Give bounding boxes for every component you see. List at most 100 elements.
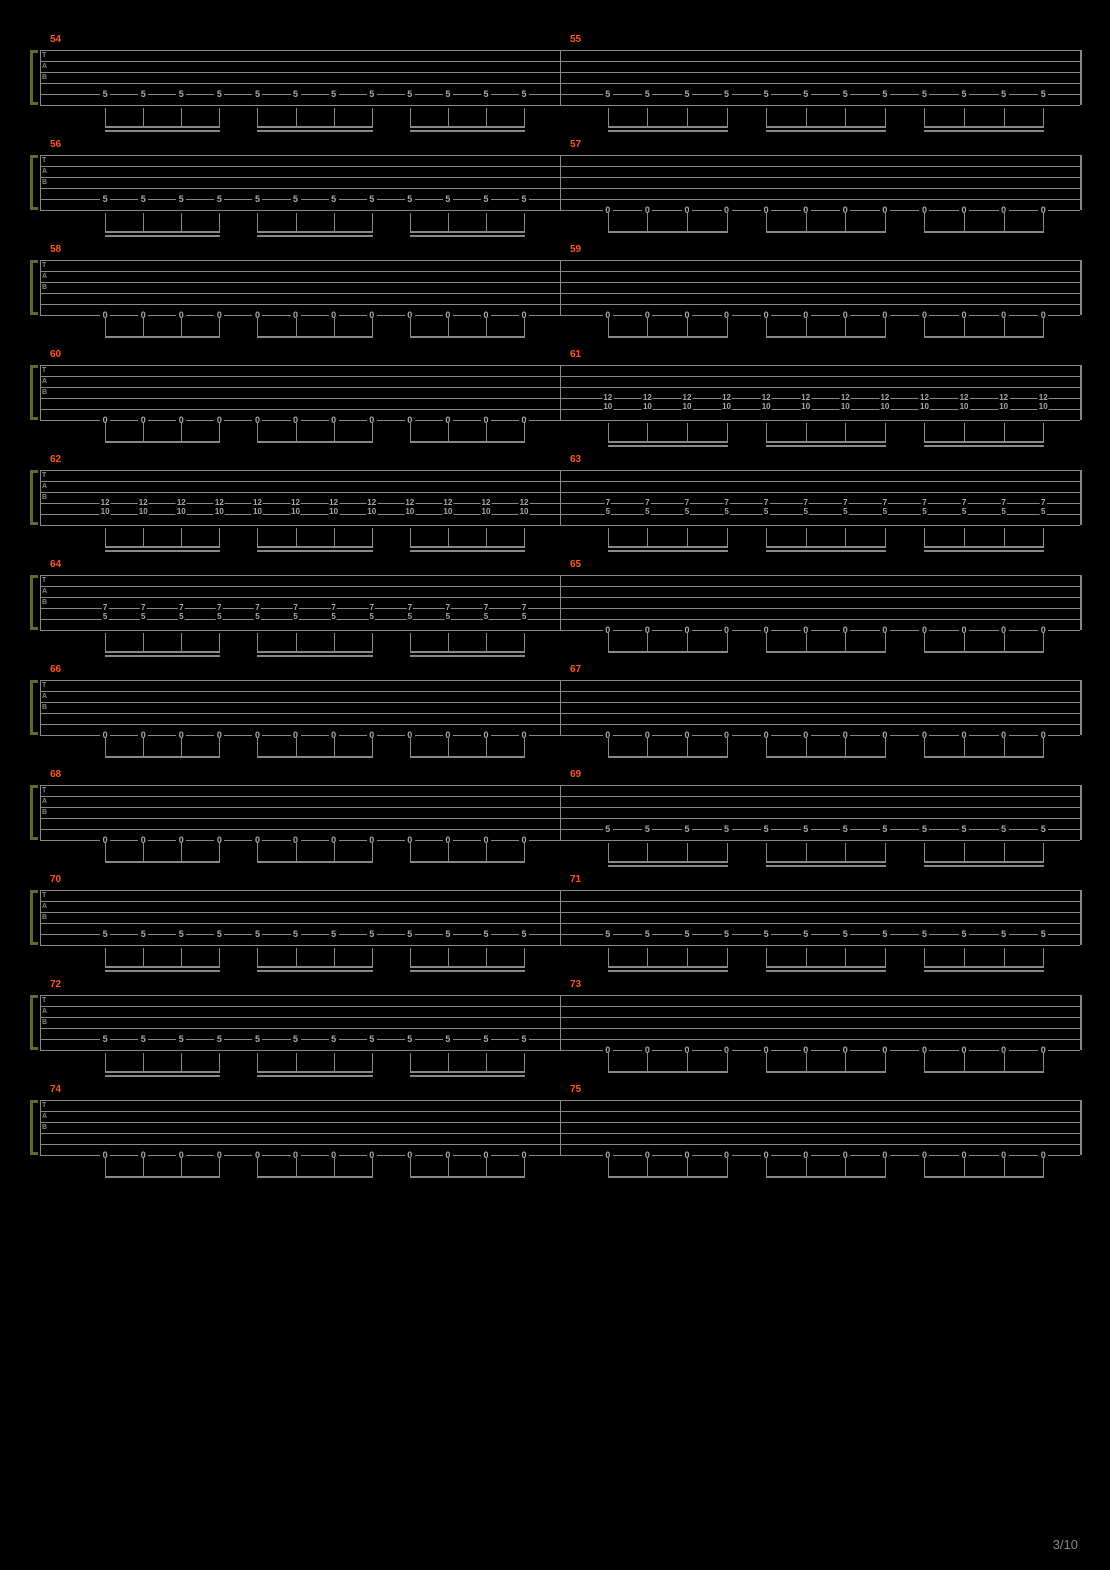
note-stem [448,1158,449,1178]
system-bracket [30,785,38,840]
tab-system: TAB7055555555555571555555555555 [30,870,1080,975]
system-bracket [30,365,38,420]
note-stem [448,948,449,968]
tab-note: 5 [801,929,811,939]
beam [608,1071,728,1073]
barline [560,1100,561,1155]
note-stem [766,738,767,758]
note-stem [727,948,728,968]
note-stem [448,318,449,338]
tab-note: 5 [642,929,652,939]
note-stem [647,213,648,233]
beam [410,126,525,128]
note-stem [687,948,688,968]
note-stem [334,108,335,128]
note-stem [143,738,144,758]
note-stem [410,318,411,338]
note-stem [1043,213,1044,233]
note-stem [964,213,965,233]
tab-note-chord: 75 [407,603,413,621]
tab-staff [40,575,1080,630]
tab-note: 5 [722,89,732,99]
page-number: 3/10 [1053,1537,1078,1552]
beam [105,231,220,233]
note-stem [257,948,258,968]
tab-note-chord: 75 [445,603,451,621]
note-stem [647,633,648,653]
tab-note: 5 [642,824,652,834]
note-stem [845,213,846,233]
barline [40,365,41,420]
note-stem [1043,318,1044,338]
note-stem [1004,948,1005,968]
tab-clef-label: TAB [42,575,47,608]
staff-line [40,420,1080,421]
barline [40,470,41,525]
note-stem [105,633,106,653]
beam [105,756,220,758]
beam [766,651,886,653]
tab-note-chord: 1210 [602,393,613,411]
note-stem [1043,843,1044,863]
note-stem [687,1158,688,1178]
tab-note: 5 [519,1034,529,1044]
note-stem [524,738,525,758]
note-stem [964,528,965,548]
note-stem [845,318,846,338]
tab-clef-label: TAB [42,365,47,398]
tab-note-chord: 75 [102,603,108,621]
tab-note: 5 [291,1034,301,1044]
note-stem [727,1053,728,1073]
note-stem [257,843,258,863]
note-stem [410,738,411,758]
beam [410,966,525,968]
note-stem [1043,738,1044,758]
note-stem [105,948,106,968]
note-stem [105,528,106,548]
measure-number: 62 [50,454,61,465]
tab-note-chord: 75 [140,603,146,621]
note-stem [296,738,297,758]
beam [766,546,886,548]
beam [766,336,886,338]
tab-note: 5 [919,824,929,834]
tab-note: 5 [761,929,771,939]
tab-note-chord: 75 [723,498,729,516]
note-stem [608,423,609,443]
barline [1080,995,1082,1050]
note-stem [486,108,487,128]
note-stem [219,843,220,863]
tab-note: 5 [880,89,890,99]
tab-note-chord: 75 [802,498,808,516]
note-stem [372,948,373,968]
tab-staff [40,680,1080,735]
measure-number: 55 [570,34,581,45]
tab-clef-label: TAB [42,680,47,713]
note-stem [334,738,335,758]
beam [766,126,886,128]
note-stem [334,213,335,233]
note-stem [727,633,728,653]
tab-note: 5 [443,89,453,99]
tab-note: 5 [481,1034,491,1044]
tab-note: 5 [176,929,186,939]
note-stem [766,528,767,548]
measure-number: 74 [50,1084,61,1095]
tab-staff [40,260,1080,315]
note-stem [727,843,728,863]
tab-note-chord: 1210 [998,393,1009,411]
barline [40,995,41,1050]
tab-note: 5 [443,194,453,204]
tab-note-chord: 75 [842,498,848,516]
note-stem [608,738,609,758]
tab-note: 5 [252,89,262,99]
tab-note: 5 [840,824,850,834]
beam [257,231,372,233]
barline [1080,365,1082,420]
note-stem [647,318,648,338]
note-stem [806,213,807,233]
tab-note-chord: 75 [521,603,527,621]
note-stem [687,213,688,233]
note-stem [806,108,807,128]
note-stem [143,318,144,338]
